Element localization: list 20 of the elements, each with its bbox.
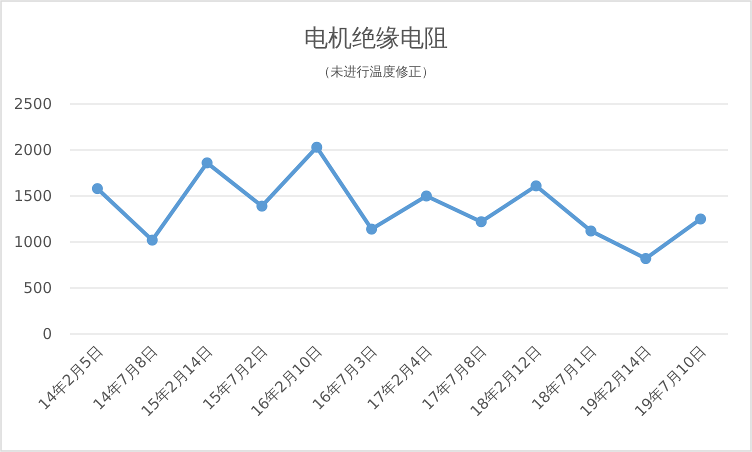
point xyxy=(366,224,378,235)
point xyxy=(585,225,596,236)
point xyxy=(695,214,706,224)
y-tick-label: 1500 xyxy=(14,187,52,205)
point xyxy=(476,216,487,228)
y-tick-label: 2500 xyxy=(14,95,52,113)
y-tick-label: 2000 xyxy=(14,141,52,159)
point xyxy=(202,157,213,168)
y-tick-label: 0 xyxy=(42,325,52,343)
point xyxy=(640,253,652,264)
chart-title: 电机绝缘电阻 xyxy=(304,24,448,52)
chart-subtitle: （未进行温度修正） xyxy=(318,64,434,80)
y-tick-label: 500 xyxy=(23,279,52,297)
point xyxy=(311,142,322,153)
point xyxy=(92,183,103,194)
y-tick-label: 1000 xyxy=(14,233,52,251)
point xyxy=(530,180,542,192)
point xyxy=(420,190,432,202)
point xyxy=(256,200,268,212)
point xyxy=(146,234,158,246)
